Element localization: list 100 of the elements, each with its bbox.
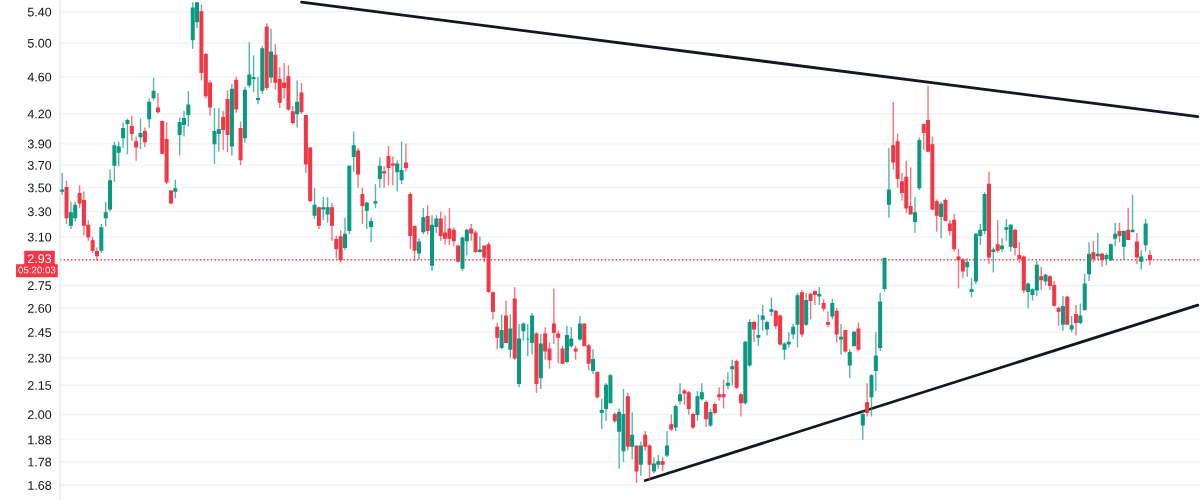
candlestick [103,201,108,228]
candlestick [617,407,622,470]
candlestick [377,156,382,189]
candlestick [786,331,791,349]
candlestick [721,378,726,410]
candlestick [312,186,317,220]
candlestick [1121,229,1126,261]
candlestick [913,196,917,234]
candlestick [438,210,443,242]
candlestick [134,135,139,162]
candlestick [373,183,378,209]
candlestick [356,147,361,189]
candlestick [351,130,356,173]
y-tick-label: 4.60 [27,72,52,82]
candlestick [447,207,452,246]
candlestick [839,323,844,356]
candlestick [299,82,304,115]
candlestick [969,277,974,299]
candlestick [678,382,683,406]
candlestick [1060,295,1065,332]
candlestick [321,196,326,221]
candlestick [830,298,835,320]
y-tick-label: 5.00 [27,38,52,48]
candlestick [390,155,395,187]
candlestick [865,382,870,418]
text: 05:20:03 [18,266,56,274]
candlestick [730,358,735,386]
candlestick [212,107,217,165]
candlestick [630,411,635,461]
ref-line-label: 2.93 [27,254,52,264]
candlestick [247,41,252,89]
candlestick [138,117,143,150]
candlestick [386,145,391,187]
candlestick [577,315,582,342]
candlestick [756,313,761,347]
candlestick [543,326,548,361]
candlestick [965,257,970,278]
y-tick-label: 3.10 [27,232,52,242]
candlestick [1087,241,1092,282]
y-tick-label: 2.75 [27,281,52,291]
candlestick [1074,304,1078,337]
candlestick [1008,223,1013,253]
candlestick [395,160,400,192]
candlestick [1126,207,1131,241]
y-tick-label: 1.78 [28,457,52,467]
candlestick [856,321,861,352]
candlestick [1078,302,1083,325]
y-tick-label: 4.20 [27,109,52,119]
y-tick-label: 3.90 [27,139,52,149]
candlestick [369,217,374,243]
candlestick [1000,237,1005,253]
y-tick-label: 2.45 [27,328,52,337]
candlestick [1130,193,1135,233]
candlestick [443,214,448,246]
candlestick [708,407,713,428]
y-tick-label: 3.50 [27,183,52,193]
candlestick [1013,228,1018,257]
y-tick-label: 2.30 [27,353,52,363]
candlestick [886,147,891,219]
candlestick [1143,218,1148,253]
candlestick [142,126,147,148]
candlestick [1117,222,1122,243]
candlestick [808,292,813,320]
candlestick [1026,281,1031,309]
y-tick-label: 1.88 [28,435,52,445]
y-tick-label: 2.60 [27,303,52,313]
candlestick [451,227,456,247]
y-tick-label: 2.00 [27,410,52,420]
candlestick [551,287,556,345]
candlestick [921,122,926,151]
candlestick [591,348,596,375]
y-tick-label: 1.68 [28,481,52,490]
candlestick [847,348,852,379]
candlestick [425,204,430,235]
candlestick [860,409,865,441]
candlestick [769,296,774,317]
candlestick [738,392,743,418]
candlestick [664,430,669,458]
candlestick [216,107,221,152]
candlestick [364,201,369,230]
y-tick-label: 2.15 [27,381,52,390]
candlestick [508,313,513,359]
candlestick [760,304,765,332]
candlestick [403,143,408,173]
candlestick [499,313,504,350]
candlestick [147,97,152,129]
candlestick [416,237,421,261]
candlestick [817,286,822,306]
y-tick-label: 3.30 [27,207,52,217]
candlestick [121,121,126,149]
candlestick [60,172,65,196]
candlestick [360,186,365,225]
candlestick [68,201,73,230]
candlestick [825,310,830,329]
candlestick [939,201,944,239]
candlestick [325,196,330,224]
candlestick [843,329,848,354]
candlestick [638,441,643,477]
candlestick [125,117,130,156]
candlestick [112,141,117,183]
